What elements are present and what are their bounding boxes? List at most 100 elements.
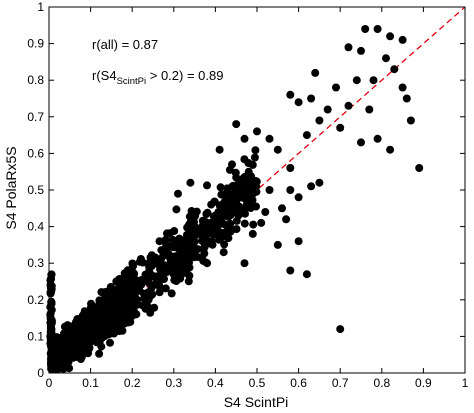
data-point [246,202,255,211]
data-point [169,243,178,252]
data-point [66,331,75,339]
data-point [248,160,257,169]
y-tick-label: 0.8 [27,73,44,87]
data-point [265,186,274,194]
data-point [357,46,365,55]
data-point [286,90,295,99]
data-point [215,145,224,154]
data-point [336,325,345,334]
annotation-r-subset-suffix: > 0.2) = 0.89 [146,68,223,83]
data-point [207,218,216,227]
y-tick-label: 0.6 [27,146,44,160]
data-point [382,54,390,63]
data-point [183,223,192,232]
data-point [70,340,79,349]
data-point [248,229,257,238]
data-point [80,324,89,333]
data-point [97,342,106,351]
data-point [171,258,180,267]
data-point [127,266,136,275]
data-point [244,167,253,176]
data-point [147,251,156,260]
data-point [361,25,370,33]
plot-frame [48,6,466,374]
data-point [228,204,236,213]
data-point [219,248,228,257]
data-point [122,300,130,309]
data-point [178,239,187,248]
data-point [398,83,407,92]
data-point [184,277,193,286]
data-point [102,293,111,302]
data-point [207,200,216,209]
data-point [85,343,94,352]
data-point [73,315,82,324]
data-point [202,210,211,218]
data-point [282,215,291,224]
data-point [365,105,374,114]
y-axis-label: S4 PolaRx5S [3,146,19,229]
data-point [253,127,261,136]
data-point [373,134,382,143]
data-point [185,234,194,243]
data-point [80,317,89,326]
data-point [110,329,118,338]
data-point [207,237,216,246]
annotation-r-subset-subscript: ScintPi [117,76,147,87]
data-point [386,32,395,41]
annotation-r-subset: r(S4ScintPi > 0.2) = 0.89 [92,68,223,87]
data-point [344,101,353,110]
data-point [228,182,237,191]
data-point [223,189,232,198]
data-point [219,204,228,213]
y-tick-label: 0.5 [27,183,44,197]
data-point [286,164,295,172]
data-point [177,265,186,274]
y-tick-label: 0 [37,366,44,380]
data-point [161,284,170,293]
data-point [250,153,259,162]
data-point [402,94,411,103]
data-point [78,348,87,357]
data-point [128,301,137,310]
data-point [273,145,282,154]
data-point [115,284,124,293]
data-point [63,321,72,330]
data-point [224,212,233,221]
data-point [112,321,121,330]
data-point [203,181,211,190]
data-point [294,237,303,246]
x-tick-label: 0 [46,376,53,390]
y-tick-label: 0.1 [27,329,44,343]
data-point [135,257,144,266]
data-point [52,352,61,361]
data-point [248,196,257,205]
data-point [252,202,260,211]
data-point [286,266,295,275]
data-point [167,289,176,298]
data-point [186,178,195,187]
data-point [232,120,241,129]
data-point [172,205,181,214]
data-point [265,134,274,143]
data-point [46,309,55,318]
x-tick-label: 1 [462,376,469,390]
data-point [145,262,153,271]
data-point [261,208,270,216]
data-point [89,306,98,315]
data-point [220,240,229,249]
x-tick-label: 0.1 [82,376,99,390]
data-point [247,186,255,195]
data-point [118,326,127,335]
data-point [240,259,249,268]
data-point [217,190,226,199]
data-point [144,269,152,278]
data-point [214,219,223,227]
data-point [199,244,208,253]
data-point [169,270,178,279]
x-tick-label: 0.2 [124,376,141,390]
data-point [278,204,286,213]
data-point [286,186,295,194]
data-point [108,307,117,315]
data-point [175,253,184,261]
